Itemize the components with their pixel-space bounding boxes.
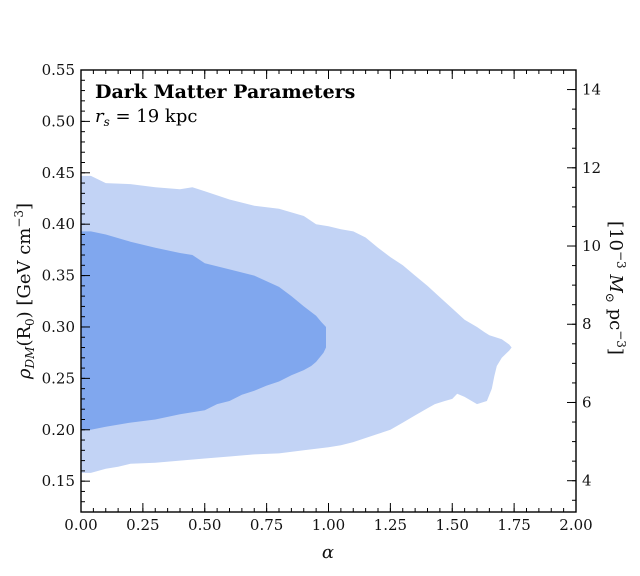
- y2-tick-label: 4: [582, 472, 592, 490]
- y2-tick-label: 6: [582, 393, 592, 411]
- y2-tick-label: 12: [582, 159, 601, 177]
- y-axis-label: ρDM(R0) [GeV cm−3]: [12, 203, 37, 380]
- x-tick-label: 0.75: [250, 516, 283, 534]
- y2-tick-label: 10: [582, 237, 601, 255]
- x-tick-label: 1.50: [436, 516, 469, 534]
- y-tick-label: 0.40: [42, 215, 75, 233]
- y-tick-label: 0.25: [42, 369, 75, 387]
- chart-subtitle: rs = 19 kpc: [95, 106, 197, 129]
- y-tick-label: 0.55: [42, 61, 75, 79]
- x-tick-label: 0.50: [188, 516, 221, 534]
- y2-axis-label: [10−3 M⊙ pc−3]: [603, 221, 628, 355]
- y-tick-label: 0.35: [42, 267, 75, 285]
- x-tick-label: 1.75: [497, 516, 530, 534]
- y-tick-label: 0.50: [42, 112, 75, 130]
- x-tick-label: 1.00: [312, 516, 345, 534]
- y-tick-label: 0.45: [42, 164, 75, 182]
- confidence-regions: [81, 175, 512, 473]
- x-tick-label: 0.00: [64, 516, 97, 534]
- y-tick-label: 0.15: [42, 472, 75, 490]
- chart-title: Dark Matter Parameters: [95, 81, 355, 103]
- x-tick-label: 0.25: [126, 516, 159, 534]
- axis-ticks: 0.00 0.25 0.50 0.75 1.00 1.25 1.50 1.75 2.00 0.15…: [42, 61, 602, 534]
- y2-tick-label: 14: [582, 81, 601, 99]
- region-inner: [81, 231, 326, 430]
- x-axis-label: α: [322, 542, 334, 563]
- y-tick-label: 0.30: [42, 318, 75, 336]
- y2-tick-label: 8: [582, 315, 592, 333]
- x-tick-label: 1.25: [374, 516, 407, 534]
- y-tick-label: 0.20: [42, 421, 75, 439]
- x-tick-label: 2.00: [559, 516, 592, 534]
